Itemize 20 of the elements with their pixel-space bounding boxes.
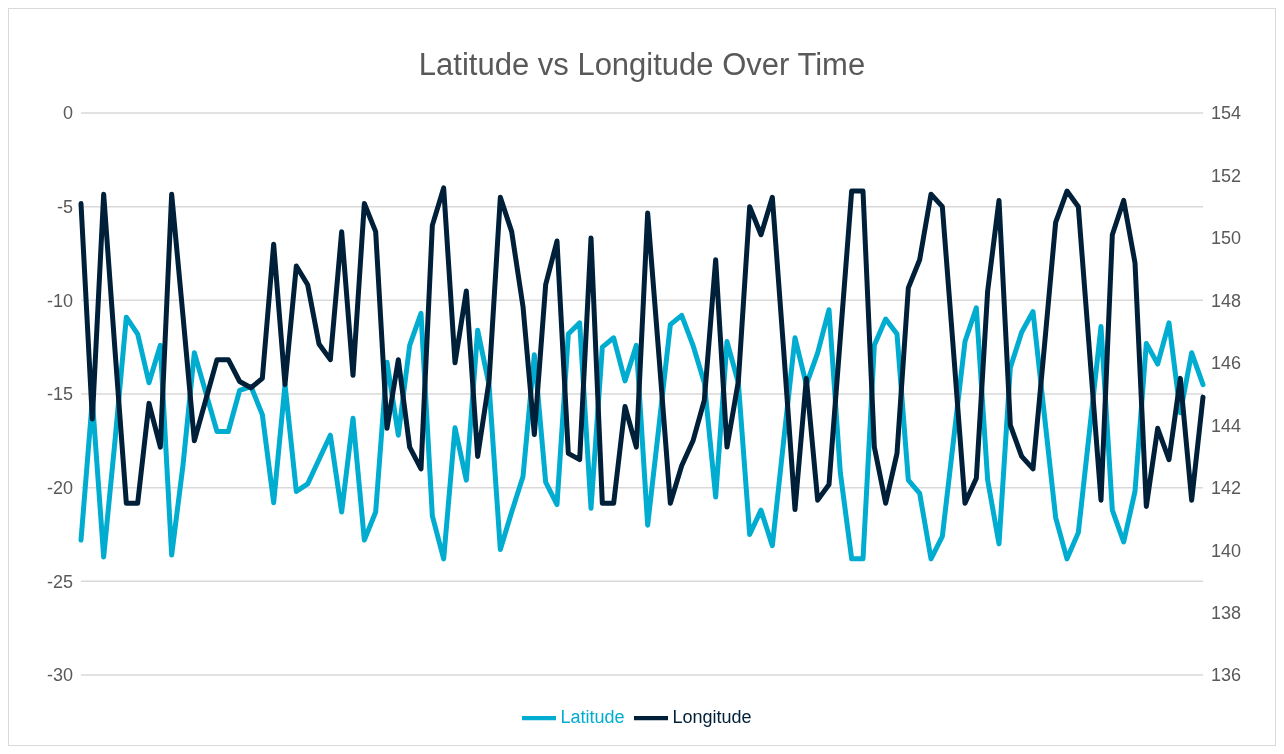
y-tick-label: -25 bbox=[46, 571, 73, 592]
chart-title: Latitude vs Longitude Over Time bbox=[417, 46, 867, 84]
y2-tick-label: 140 bbox=[1211, 540, 1242, 561]
y2-tick-label: 146 bbox=[1211, 353, 1242, 374]
y-tick-label: -20 bbox=[46, 478, 73, 499]
y-tick-label: -5 bbox=[56, 197, 73, 218]
y-tick-label: -10 bbox=[46, 290, 73, 311]
y2-tick-label: 136 bbox=[1211, 665, 1242, 686]
y2-tick-label: 142 bbox=[1211, 478, 1242, 499]
y2-tick-label: 148 bbox=[1211, 290, 1242, 311]
y-tick-label: -30 bbox=[46, 665, 73, 686]
y-tick-label: 0 bbox=[62, 103, 73, 124]
legend-label: Latitude bbox=[560, 706, 625, 727]
y2-tick-label: 144 bbox=[1211, 415, 1242, 436]
y2-tick-label: 154 bbox=[1211, 103, 1242, 124]
y2-tick-label: 138 bbox=[1211, 602, 1242, 623]
y-tick-label: -15 bbox=[46, 384, 73, 405]
y2-tick-label: 152 bbox=[1211, 165, 1242, 186]
legend-label: Longitude bbox=[672, 706, 752, 727]
y2-tick-label: 150 bbox=[1211, 228, 1242, 249]
